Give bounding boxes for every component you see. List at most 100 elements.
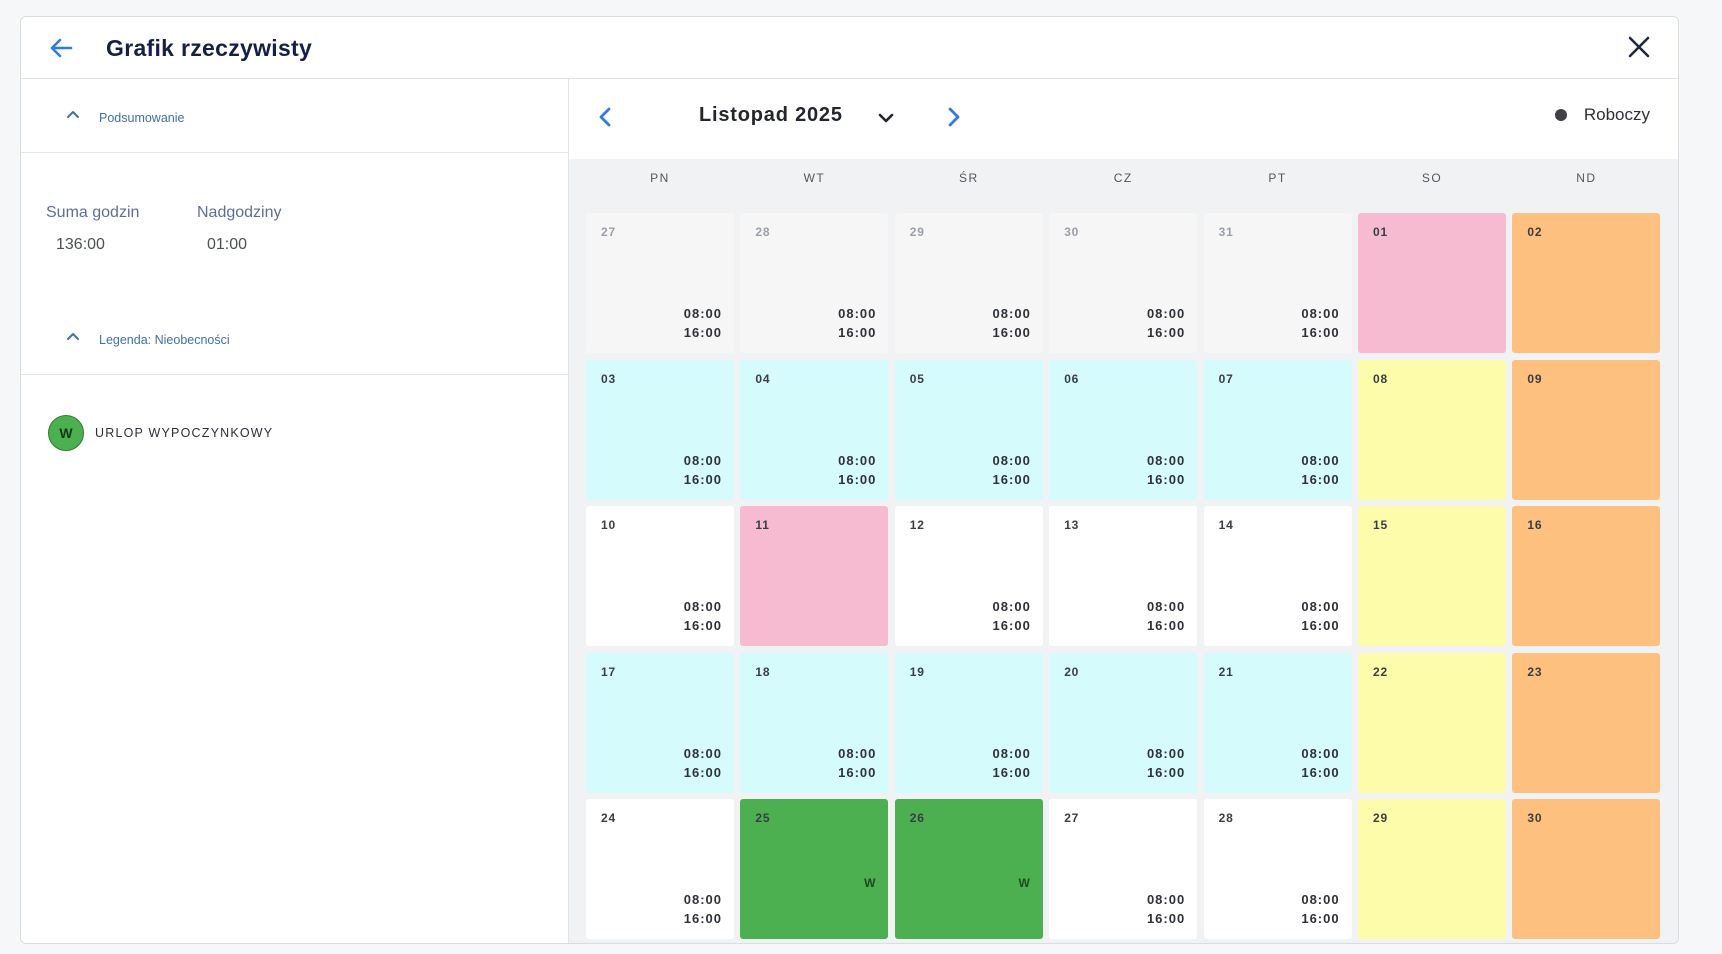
chevron-down-icon[interactable] <box>875 108 897 128</box>
calendar-day[interactable]: 03 08:00 16:00 <box>586 359 734 500</box>
day-number: 10 <box>601 518 616 532</box>
overtime-label: Nadgodziny <box>197 204 282 221</box>
day-number: 28 <box>1218 811 1234 825</box>
calendar-day[interactable]: 16 <box>1512 506 1661 646</box>
shift-end: 16:00 <box>1301 325 1340 340</box>
calendar-day[interactable]: 06 08:00 16:00 <box>1049 359 1198 500</box>
calendar-day[interactable]: 26 W <box>894 799 1043 939</box>
day-number: 19 <box>909 664 925 679</box>
day-number: 30 <box>1527 811 1543 825</box>
absence-code: W <box>1018 876 1030 890</box>
day-number: 05 <box>909 371 925 386</box>
day-number: 15 <box>1373 518 1388 532</box>
shift-start: 08:00 <box>683 745 722 761</box>
calendar-day[interactable]: 15 <box>1358 506 1506 646</box>
shift-end: 16:00 <box>1146 325 1186 340</box>
calendar-day[interactable]: 30 08:00 16:00 <box>1049 213 1198 353</box>
calendar-day[interactable]: 01 <box>1358 213 1506 353</box>
calendar-day[interactable]: 12 08:00 16:00 <box>894 506 1043 646</box>
legend-section-label: Legenda: Nieobecności <box>99 333 230 347</box>
schedule-dialog: Grafik rzeczywisty Podsumowanie Suma god… <box>20 16 1679 944</box>
chevron-up-icon[interactable] <box>65 107 81 119</box>
shift-start: 08:00 <box>1301 745 1340 761</box>
calendar-day[interactable]: 23 <box>1512 652 1661 793</box>
shift-end: 16:00 <box>838 764 877 780</box>
shift-end: 16:00 <box>1301 471 1340 487</box>
legend-section-header[interactable]: Legenda: Nieobecności <box>21 301 568 375</box>
shift-end: 16:00 <box>683 764 722 780</box>
calendar-day[interactable]: 30 <box>1512 799 1661 939</box>
shift-start: 08:00 <box>992 599 1031 614</box>
calendar-day[interactable]: 14 08:00 16:00 <box>1203 506 1352 646</box>
shift-end: 16:00 <box>683 911 722 926</box>
day-number: 25 <box>755 811 771 825</box>
overtime: Nadgodziny 01:00 <box>197 204 282 254</box>
shift-start: 08:00 <box>683 306 722 321</box>
day-number: 27 <box>1064 811 1080 825</box>
calendar-day[interactable]: 27 08:00 16:00 <box>1049 799 1198 939</box>
work-type-label: Roboczy <box>1583 105 1650 124</box>
shift-end: 16:00 <box>1301 618 1340 633</box>
day-number: 16 <box>1527 518 1543 532</box>
calendar-day[interactable]: 17 08:00 16:00 <box>586 652 734 793</box>
calendar-day[interactable]: 13 08:00 16:00 <box>1049 506 1198 646</box>
shift-start: 08:00 <box>992 452 1031 468</box>
calendar-day[interactable]: 07 08:00 16:00 <box>1203 359 1352 500</box>
shift-end: 16:00 <box>992 764 1031 780</box>
chevron-left-icon[interactable] <box>593 103 617 131</box>
shift-start: 08:00 <box>683 892 722 907</box>
side-panel: Podsumowanie Suma godzin 136:00 Nadgodzi… <box>21 79 569 943</box>
total-hours-value: 136:00 <box>56 236 105 253</box>
day-number: 20 <box>1064 664 1080 679</box>
day-number: 29 <box>909 225 925 239</box>
absence-label: URLOP WYPOCZYNKOWY <box>95 426 274 440</box>
calendar-day[interactable]: 29 08:00 16:00 <box>894 213 1043 353</box>
overtime-value: 01:00 <box>207 236 248 253</box>
shift-end: 16:00 <box>683 471 722 487</box>
weekday-header: SO <box>1421 171 1443 185</box>
calendar-day[interactable]: 28 08:00 16:00 <box>1203 799 1352 939</box>
calendar-day[interactable]: 20 08:00 16:00 <box>1049 652 1198 793</box>
chevron-up-icon[interactable] <box>65 329 81 341</box>
weekday-header: ND <box>1576 171 1597 185</box>
legend-item: W URLOP WYPOCZYNKOWY <box>48 415 273 451</box>
day-number: 18 <box>755 664 771 679</box>
day-number: 13 <box>1064 518 1080 532</box>
back-arrow-icon[interactable] <box>45 32 77 64</box>
calendar-day[interactable]: 10 08:00 16:00 <box>586 506 734 646</box>
close-icon[interactable] <box>1624 32 1654 62</box>
summary-section-header[interactable]: Podsumowanie <box>21 79 568 153</box>
calendar-header: Listopad 2025 Roboczy <box>569 79 1678 159</box>
calendar-day[interactable]: 09 <box>1512 359 1661 500</box>
total-hours: Suma godzin 136:00 <box>46 204 139 254</box>
calendar-day[interactable]: 08 <box>1358 359 1506 500</box>
summary-section-label: Podsumowanie <box>99 111 185 125</box>
shift-start: 08:00 <box>838 745 877 761</box>
calendar-day[interactable]: 29 <box>1358 799 1506 939</box>
calendar-day[interactable]: 04 08:00 16:00 <box>740 359 889 500</box>
calendar-day[interactable]: 28 08:00 16:00 <box>740 213 889 353</box>
shift-end: 16:00 <box>1301 764 1340 780</box>
day-number: 06 <box>1064 371 1080 386</box>
shift-end: 16:00 <box>683 325 722 340</box>
calendar-day[interactable]: 02 <box>1512 213 1661 353</box>
calendar-day[interactable]: 19 08:00 16:00 <box>894 652 1043 793</box>
day-number: 28 <box>755 225 771 239</box>
calendar-day[interactable]: 22 <box>1358 652 1506 793</box>
page-title: Grafik rzeczywisty <box>106 35 313 61</box>
calendar-day[interactable]: 05 08:00 16:00 <box>894 359 1043 500</box>
shift-end: 16:00 <box>1146 471 1186 487</box>
calendar-day[interactable]: 25 W <box>740 799 889 939</box>
chevron-right-icon[interactable] <box>942 103 966 131</box>
calendar-day[interactable]: 18 08:00 16:00 <box>740 652 889 793</box>
calendar-day[interactable]: 21 08:00 16:00 <box>1203 652 1352 793</box>
day-number: 30 <box>1064 225 1080 239</box>
calendar-day[interactable]: 31 08:00 16:00 <box>1203 213 1352 353</box>
calendar-day[interactable]: 24 08:00 16:00 <box>586 799 734 939</box>
calendar-day[interactable]: 27 08:00 16:00 <box>586 213 734 353</box>
day-number: 02 <box>1527 225 1543 239</box>
calendar-day[interactable]: 11 <box>740 506 889 646</box>
shift-end: 16:00 <box>838 325 877 340</box>
day-number: 09 <box>1527 371 1543 386</box>
day-number: 07 <box>1218 371 1234 386</box>
